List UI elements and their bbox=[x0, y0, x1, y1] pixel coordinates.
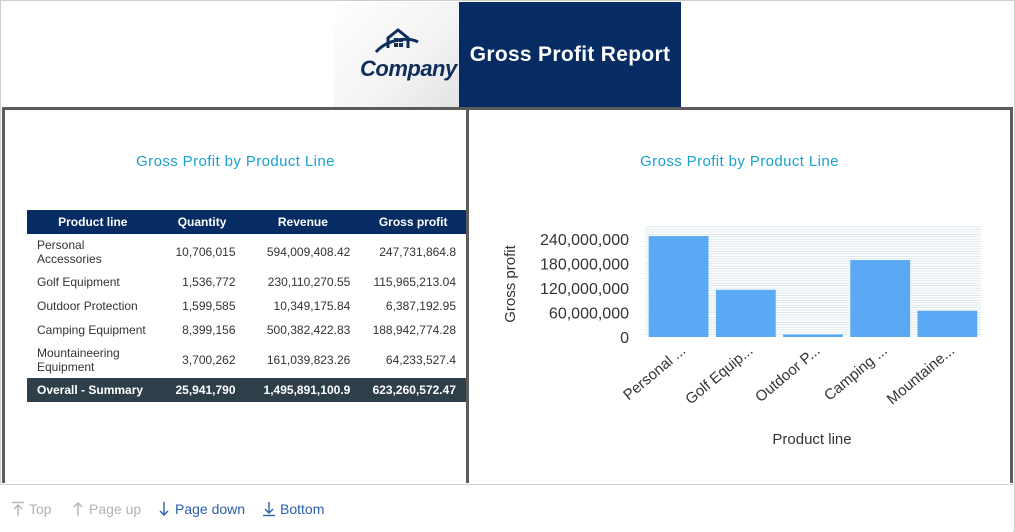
gross-profit-cell: 247,731,864.8 bbox=[379, 245, 456, 259]
row-label: Camping Equipment bbox=[37, 323, 146, 337]
arrow-up-icon bbox=[73, 502, 83, 516]
row-label: Personal Accessories bbox=[37, 238, 102, 266]
revenue-cell: 10,349,175.84 bbox=[273, 299, 351, 313]
company-logo: Company bbox=[334, 2, 459, 107]
top-label: Top bbox=[29, 501, 52, 517]
chart-panel: Gross Profit by Product Line 0 60,000,000… bbox=[466, 107, 1013, 483]
x-tick-label: Personal ... bbox=[620, 342, 689, 404]
summary-quantity: 25,941,790 bbox=[158, 378, 246, 402]
page-down-label: Page down bbox=[175, 501, 246, 517]
table-row: Mountaineering Equipment 3,700,262 161,0… bbox=[27, 342, 466, 378]
gross-profit-cell: 188,942,774.28 bbox=[372, 323, 456, 337]
table-row: Personal Accessories 10,706,015 594,009,… bbox=[27, 234, 466, 270]
page-down-button[interactable]: Page down bbox=[157, 501, 245, 517]
revenue-cell: 594,009,408.42 bbox=[266, 245, 351, 259]
page-navigation: Top Page up Page down Bottom bbox=[0, 484, 1013, 532]
bar[interactable] bbox=[715, 289, 776, 337]
y-tick-label: 60,000,000 bbox=[549, 306, 629, 323]
quantity-cell: 8,399,156 bbox=[182, 323, 236, 337]
table-row: Golf Equipment 1,536,772 230,110,270.55 … bbox=[27, 270, 466, 294]
row-label: Mountaineering Equipment bbox=[37, 346, 120, 374]
column-header: Revenue bbox=[245, 210, 361, 234]
arrow-to-top-icon bbox=[12, 501, 24, 516]
bar[interactable] bbox=[850, 260, 911, 337]
arrow-to-bottom-icon bbox=[263, 502, 275, 517]
row-label: Golf Equipment bbox=[37, 275, 120, 289]
bar[interactable] bbox=[783, 334, 843, 337]
top-button[interactable]: Top bbox=[11, 501, 52, 517]
x-axis-ticks: Personal ...Golf Equip...Outdoor P...Cam… bbox=[620, 342, 958, 408]
quantity-cell: 10,706,015 bbox=[175, 245, 236, 259]
y-axis-ticks: 0 60,000,000 120,000,000 180,000,000 240,000… bbox=[540, 232, 629, 347]
table-row: Camping Equipment 8,399,156 500,382,422.… bbox=[27, 318, 466, 342]
quantity-cell: 1,599,585 bbox=[182, 299, 236, 313]
chart-bars bbox=[648, 236, 978, 337]
bottom-button[interactable]: Bottom bbox=[262, 501, 324, 517]
column-header: Gross profit bbox=[360, 210, 466, 234]
arrow-down-icon bbox=[159, 502, 169, 516]
gross-profit-cell: 64,233,527.4 bbox=[385, 353, 456, 367]
page-up-button[interactable]: Page up bbox=[71, 501, 141, 517]
y-axis-label: Gross profit bbox=[502, 244, 519, 322]
logo-text: Company bbox=[360, 56, 457, 81]
column-header: Quantity bbox=[158, 210, 246, 234]
summary-label: Overall - Summary bbox=[27, 378, 159, 402]
bottom-label: Bottom bbox=[280, 501, 325, 517]
x-tick-label: Outdoor P... bbox=[752, 342, 823, 406]
y-tick-label: 0 bbox=[620, 330, 629, 347]
summary-revenue: 1,495,891,100.9 bbox=[245, 378, 361, 402]
x-tick-label: Camping ... bbox=[821, 342, 891, 404]
quantity-cell: 1,536,772 bbox=[182, 275, 236, 289]
revenue-cell: 500,382,422.83 bbox=[266, 323, 351, 337]
table-header-row: Product line Quantity Revenue Gross prof… bbox=[27, 210, 466, 234]
table-row: Outdoor Protection 1,599,585 10,349,175.… bbox=[27, 294, 466, 318]
x-tick-label: Golf Equip... bbox=[682, 342, 756, 408]
crosstab-panel: Gross Profit by Product Line Product lin… bbox=[2, 107, 469, 483]
gross-profit-cell: 6,387,192.95 bbox=[385, 299, 456, 313]
bar[interactable] bbox=[648, 236, 709, 337]
page-up-label: Page up bbox=[89, 501, 142, 517]
crosstab-title: Gross Profit by Product Line bbox=[136, 153, 335, 170]
bar-chart: 0 60,000,000 120,000,000 180,000,000 240,000… bbox=[502, 226, 981, 448]
house-logo-icon bbox=[374, 28, 419, 54]
summary-gross-profit: 623,260,572.47 bbox=[360, 378, 466, 402]
chart-title: Gross Profit by Product Line bbox=[640, 153, 839, 170]
revenue-cell: 161,039,823.26 bbox=[266, 353, 351, 367]
y-tick-label: 180,000,000 bbox=[540, 257, 629, 274]
y-tick-label: 240,000,000 bbox=[540, 232, 629, 249]
summary-row: Overall - Summary 25,941,790 1,495,891,1… bbox=[27, 378, 466, 402]
y-tick-label: 120,000,000 bbox=[540, 281, 629, 298]
gross-profit-cell: 115,965,213.04 bbox=[373, 275, 456, 289]
report-title: Gross Profit Report bbox=[459, 2, 681, 107]
quantity-cell: 3,700,262 bbox=[182, 353, 236, 367]
column-header: Product line bbox=[27, 210, 159, 234]
row-label: Outdoor Protection bbox=[37, 299, 138, 313]
revenue-cell: 230,110,270.55 bbox=[267, 275, 351, 289]
x-tick-label: Mountaine... bbox=[884, 342, 958, 408]
crosstab-table: Product line Quantity Revenue Gross prof… bbox=[27, 210, 466, 402]
x-axis-label: Product line bbox=[772, 431, 851, 448]
bar[interactable] bbox=[917, 310, 978, 337]
